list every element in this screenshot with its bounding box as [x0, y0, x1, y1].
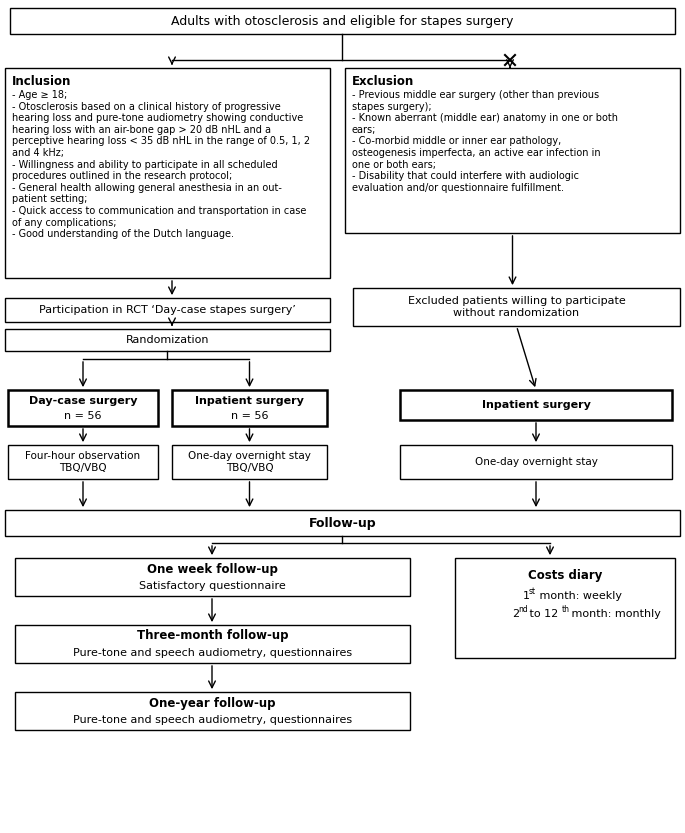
Bar	[400, 445, 672, 479]
Text: st: st	[529, 587, 536, 596]
Text: One-day overnight stay
TBQ/VBQ: One-day overnight stay TBQ/VBQ	[188, 451, 311, 473]
Bar	[15, 558, 410, 596]
Text: month: weekly: month: weekly	[536, 591, 622, 601]
Text: month: monthly: month: monthly	[568, 609, 661, 619]
Text: Satisfactory questionnaire: Satisfactory questionnaire	[139, 581, 286, 591]
Bar	[15, 692, 410, 730]
Text: Four-hour observation
TBQ/VBQ: Four-hour observation TBQ/VBQ	[25, 451, 140, 473]
Bar	[455, 558, 675, 658]
Text: Pure-tone and speech audiometry, questionnaires: Pure-tone and speech audiometry, questio…	[73, 648, 352, 658]
Bar	[345, 68, 680, 233]
Text: One-day overnight stay: One-day overnight stay	[475, 457, 597, 467]
Text: to 12: to 12	[526, 609, 558, 619]
Bar	[5, 510, 680, 536]
Text: Exclusion: Exclusion	[352, 75, 414, 88]
Text: Participation in RCT ‘Day-case stapes surgery’: Participation in RCT ‘Day-case stapes su…	[39, 305, 296, 315]
Bar	[15, 625, 410, 663]
Text: Costs diary: Costs diary	[528, 570, 602, 582]
Text: 1: 1	[523, 591, 530, 601]
Text: - Previous middle ear surgery (other than previous
stapes surgery);
- Known aber: - Previous middle ear surgery (other tha…	[352, 90, 618, 192]
Bar	[5, 68, 330, 278]
Text: One week follow-up: One week follow-up	[147, 562, 278, 576]
Text: nd: nd	[518, 606, 527, 615]
Text: 2: 2	[512, 609, 519, 619]
Text: One-year follow-up: One-year follow-up	[149, 696, 276, 710]
Bar	[400, 390, 672, 420]
Text: - Age ≥ 18;
- Otosclerosis based on a clinical history of progressive
hearing lo: - Age ≥ 18; - Otosclerosis based on a cl…	[12, 90, 310, 239]
Text: n = 56: n = 56	[231, 411, 269, 421]
Bar	[172, 390, 327, 426]
Bar	[353, 288, 680, 326]
Text: Inclusion: Inclusion	[12, 75, 71, 88]
Text: Randomization: Randomization	[126, 335, 209, 345]
Text: Excluded patients willing to participate
without randomization: Excluded patients willing to participate…	[408, 297, 625, 318]
Bar	[8, 445, 158, 479]
Text: Follow-up: Follow-up	[309, 516, 376, 530]
Text: Pure-tone and speech audiometry, questionnaires: Pure-tone and speech audiometry, questio…	[73, 715, 352, 725]
Bar	[8, 390, 158, 426]
Bar	[10, 8, 675, 34]
Bar	[172, 445, 327, 479]
Text: Three-month follow-up: Three-month follow-up	[137, 630, 288, 642]
Text: Day-case surgery: Day-case surgery	[29, 396, 137, 406]
Text: Inpatient surgery: Inpatient surgery	[195, 396, 304, 406]
Text: n = 56: n = 56	[64, 411, 102, 421]
Text: th: th	[562, 606, 570, 615]
Bar	[5, 329, 330, 351]
Text: Inpatient surgery: Inpatient surgery	[482, 400, 590, 410]
Bar	[5, 298, 330, 322]
Text: Adults with otosclerosis and eligible for stapes surgery: Adults with otosclerosis and eligible fo…	[171, 14, 514, 27]
